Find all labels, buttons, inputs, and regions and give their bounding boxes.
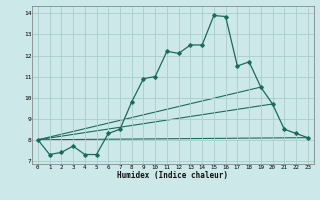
- X-axis label: Humidex (Indice chaleur): Humidex (Indice chaleur): [117, 171, 228, 180]
